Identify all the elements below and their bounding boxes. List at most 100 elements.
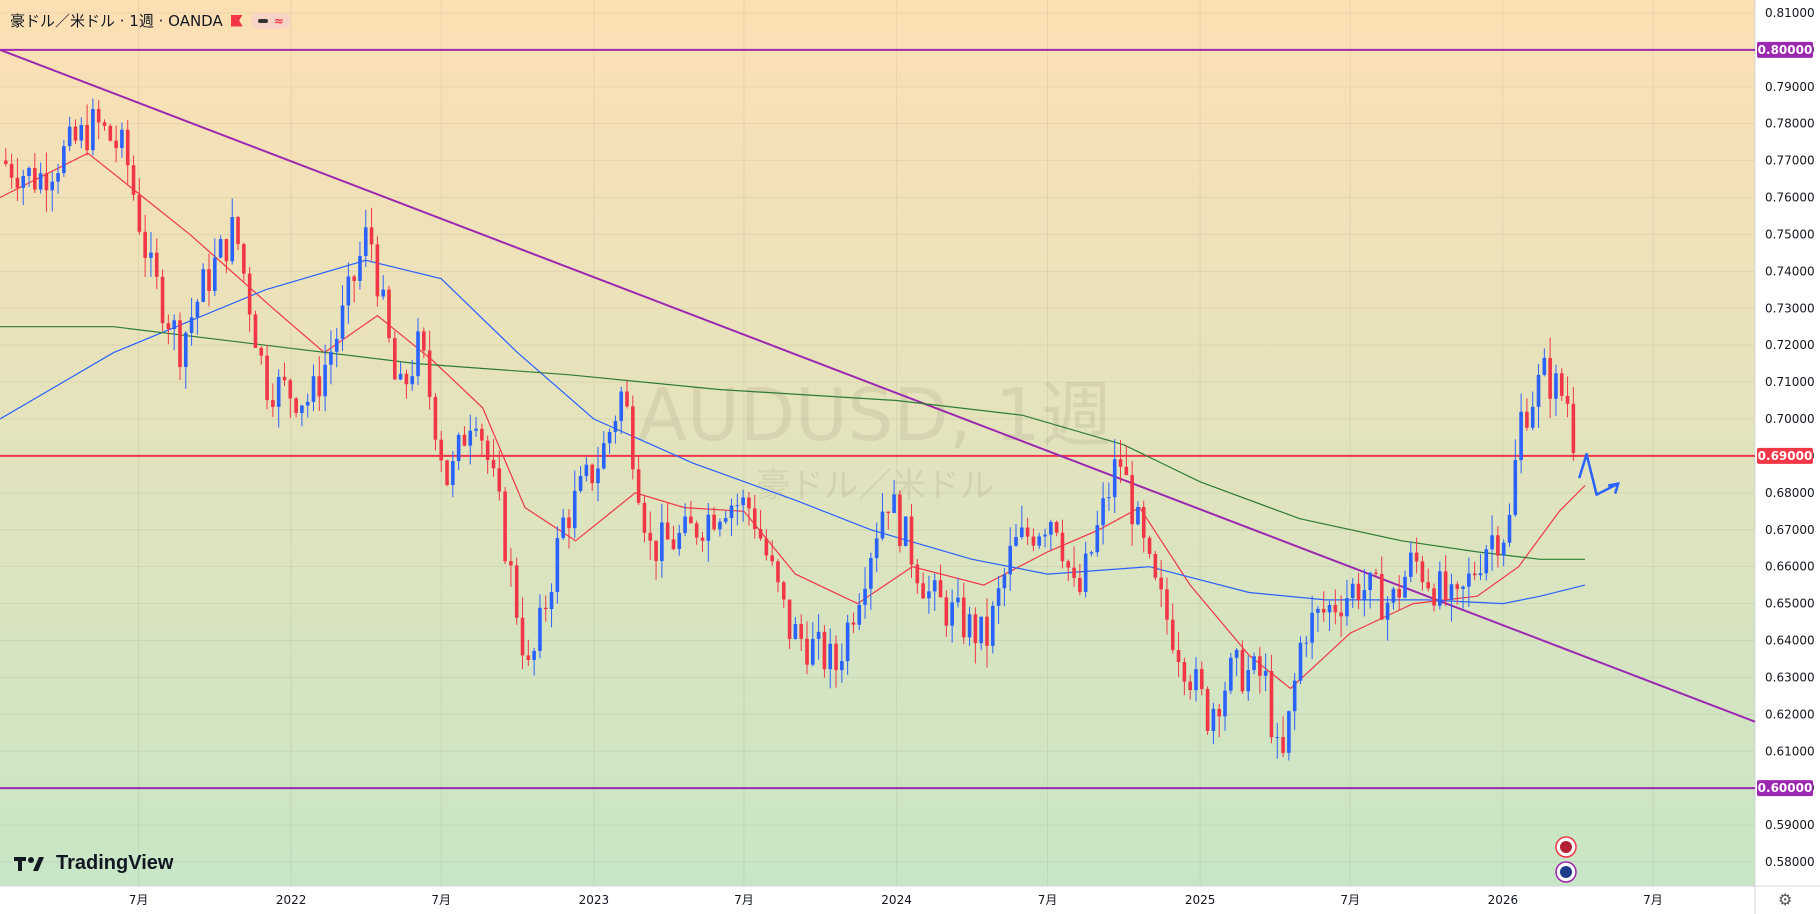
candle-body bbox=[1263, 670, 1268, 676]
candle-body bbox=[1432, 588, 1436, 606]
candle-body bbox=[491, 459, 496, 469]
candle-body bbox=[137, 194, 142, 232]
price-label-badge bbox=[1757, 447, 1813, 464]
candle-body bbox=[1112, 459, 1117, 498]
candle-body bbox=[410, 376, 415, 385]
candle-body bbox=[1159, 577, 1163, 590]
candle-body bbox=[741, 497, 745, 506]
candle-body bbox=[1443, 571, 1448, 600]
candle-body bbox=[1292, 680, 1297, 712]
candle-body bbox=[125, 129, 130, 166]
candle-body bbox=[590, 464, 594, 484]
candle-body bbox=[189, 317, 194, 333]
candle-body bbox=[1287, 711, 1291, 753]
candle-body bbox=[1356, 583, 1361, 601]
candle-body bbox=[1385, 602, 1390, 620]
indicator-pill[interactable]: ≈ bbox=[250, 12, 291, 29]
candle-body bbox=[1229, 657, 1233, 691]
y-tick-label: 0.76000 bbox=[1765, 191, 1815, 205]
candle-body bbox=[33, 167, 37, 190]
candle-body bbox=[276, 376, 281, 407]
candle-body bbox=[723, 518, 728, 522]
symbol-title[interactable]: 豪ドル／米ドル · 1週 · OANDA bbox=[10, 12, 223, 30]
candle-body bbox=[427, 350, 432, 397]
candle-body bbox=[863, 588, 867, 605]
candle-body bbox=[694, 523, 699, 538]
candle-body bbox=[1124, 466, 1129, 476]
candle-body bbox=[462, 434, 467, 446]
moving-average-line bbox=[0, 152, 1586, 690]
candle-body bbox=[729, 505, 734, 519]
candle-body bbox=[584, 464, 589, 476]
y-tick-label: 0.78000 bbox=[1765, 117, 1815, 131]
candle-body bbox=[236, 217, 240, 245]
candle-body bbox=[288, 380, 293, 399]
candle-body bbox=[1008, 545, 1013, 575]
candle-body bbox=[1043, 534, 1047, 537]
candle-body bbox=[1327, 605, 1332, 613]
tradingview-logo[interactable]: TradingView bbox=[14, 852, 173, 875]
candle-body bbox=[1339, 612, 1343, 617]
candle-body bbox=[1223, 690, 1227, 717]
candle-body bbox=[334, 338, 339, 352]
candle-body bbox=[805, 638, 809, 665]
candle-body bbox=[967, 614, 972, 638]
candle-body bbox=[689, 516, 693, 524]
candle-body bbox=[683, 516, 687, 533]
candle-body bbox=[363, 227, 368, 256]
y-tick-label: 0.73000 bbox=[1765, 301, 1815, 315]
y-tick-label: 0.66000 bbox=[1765, 560, 1815, 574]
candle-body bbox=[700, 537, 705, 541]
candle-body bbox=[340, 305, 345, 339]
candle-body bbox=[108, 125, 113, 141]
candle-body bbox=[1484, 549, 1489, 574]
price-label-badge bbox=[1757, 41, 1813, 58]
candle-body bbox=[79, 125, 84, 141]
candle-body bbox=[1530, 406, 1535, 428]
x-tick-label: 7月 bbox=[129, 893, 149, 907]
candle-body bbox=[1211, 708, 1216, 732]
candle-body bbox=[567, 517, 571, 529]
us-flag-icon-fill bbox=[1560, 841, 1572, 853]
candle-body bbox=[1089, 552, 1094, 554]
candle-body bbox=[329, 351, 333, 365]
candle-body bbox=[445, 460, 449, 485]
candle-body bbox=[869, 558, 873, 589]
au-flag-icon-fill bbox=[1560, 866, 1572, 878]
settings-icon[interactable]: ⚙ bbox=[1778, 890, 1793, 909]
candle-body bbox=[15, 177, 20, 188]
candle-body bbox=[1536, 374, 1541, 407]
candle-body bbox=[1118, 459, 1123, 467]
candle-body bbox=[1478, 573, 1483, 576]
candle-body bbox=[1397, 588, 1401, 598]
approx-icon: ≈ bbox=[273, 13, 284, 28]
y-tick-label: 0.72000 bbox=[1765, 338, 1815, 352]
candle-body bbox=[1379, 574, 1384, 620]
tradingview-logo-icon bbox=[14, 856, 44, 871]
minus-icon bbox=[257, 18, 268, 23]
price-label-text: 0.69000 bbox=[1758, 449, 1813, 463]
candle-body bbox=[979, 616, 983, 644]
candle-body bbox=[1037, 536, 1042, 546]
candle-body bbox=[1350, 583, 1355, 599]
time-axis-background bbox=[0, 886, 1755, 914]
candle-body bbox=[201, 269, 206, 302]
candle-body bbox=[131, 165, 136, 195]
candle-body bbox=[1281, 737, 1285, 753]
moving-average-line bbox=[0, 326, 1585, 560]
candle-body bbox=[1321, 608, 1326, 613]
candle-body bbox=[903, 516, 908, 546]
candle-body bbox=[178, 320, 182, 368]
candle-body bbox=[375, 244, 380, 297]
y-tick-label: 0.81000 bbox=[1765, 6, 1815, 20]
candle-body bbox=[1199, 669, 1204, 689]
candle-body bbox=[822, 631, 827, 670]
candle-body bbox=[1066, 561, 1071, 568]
y-tick-label: 0.64000 bbox=[1765, 634, 1815, 648]
candle-body bbox=[1072, 567, 1076, 578]
candle-body bbox=[50, 181, 55, 191]
x-tick-label: 2024 bbox=[881, 893, 912, 907]
y-tick-label: 0.58000 bbox=[1765, 855, 1815, 869]
